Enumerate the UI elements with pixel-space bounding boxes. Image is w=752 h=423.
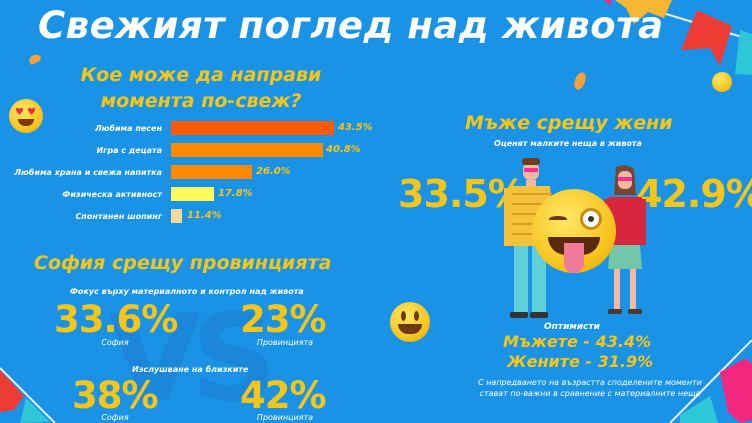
confetti-drop-icon — [27, 53, 43, 65]
page-title: Свежият поглед над живота — [38, 4, 664, 47]
sofia-section-title: София срещу провинцията — [34, 252, 332, 274]
bar-label: Любима храна и свежа напитка — [14, 168, 162, 177]
gender-subtitle: Оценят малките неща в живота — [494, 139, 642, 148]
bar-row: Любима храна и свежа напитка 26.0% — [0, 165, 380, 181]
bar-label: Спонтанен шопинг — [75, 212, 162, 221]
gender-section-title: Мъже срещу жени — [465, 112, 673, 134]
gender-note-line1: С напредването на възрастта споделените … — [478, 378, 702, 387]
bar-value: 43.5% — [338, 122, 373, 133]
women-optimists: Жените - 31.9% — [507, 352, 654, 371]
bar-value: 11.4% — [187, 210, 222, 221]
bar-label: Физическа активност — [62, 190, 162, 199]
bar — [171, 165, 252, 179]
gender-note-line2: стават по-важни в сравнение с материални… — [479, 389, 701, 398]
bar — [171, 121, 334, 135]
chart-title-line2: момента по-свеж? — [100, 90, 302, 112]
bar-row: Физическа активност 17.8% — [0, 187, 380, 203]
province-q1-value: 23% — [240, 298, 327, 341]
bar-label: Игра с децата — [96, 146, 162, 155]
heart-eyes-emoji-icon: ♥ ♥ — [9, 99, 43, 133]
province-q2-value: 42% — [240, 374, 327, 417]
women-value: 42.9% — [636, 172, 752, 216]
bar-value: 40.8% — [326, 144, 361, 155]
sofia-q2-label: Изслушване на близките — [132, 365, 249, 374]
optimists-label: Оптимисти — [544, 322, 600, 332]
men-optimists: Мъжете - 43.4% — [503, 332, 652, 351]
sofia-q1-value: 33.6% — [54, 298, 178, 341]
bunting-top-right-icon — [604, 0, 752, 75]
sofia-q1-label: Фокус върху материалното и контрол над ж… — [70, 287, 304, 296]
winking-tongue-emoji-icon — [532, 189, 616, 273]
province-q2-caption: Провинцията — [256, 413, 314, 422]
chart-title-line1: Кое може да направи — [80, 64, 322, 86]
province-q1-caption: Провинцията — [256, 338, 314, 347]
bar-value: 17.8% — [218, 188, 253, 199]
gender-note: С напредването на възрастта споделените … — [430, 377, 750, 399]
sofia-q1-caption: София — [101, 338, 129, 347]
bar-row: Игра с децата 40.8% — [0, 143, 380, 159]
bunting-bottom-right-icon — [669, 340, 752, 423]
bar-row: Любима песен 43.5% — [0, 121, 380, 137]
bar-row: Спонтанен шопинг 11.4% — [0, 209, 380, 225]
bar-value: 26.0% — [256, 166, 291, 177]
bar — [171, 143, 323, 157]
grinning-emoji-icon — [390, 302, 430, 342]
bar — [171, 187, 214, 201]
bar — [171, 209, 182, 223]
vs-watermark: VS — [108, 290, 277, 423]
sofia-q2-value: 38% — [72, 374, 159, 417]
chart-title: Кое може да направи момента по-свеж? — [66, 62, 336, 114]
bunting-bottom-left-icon — [0, 367, 56, 423]
smiling-emoji-icon — [712, 72, 732, 92]
sofia-q2-caption: София — [101, 413, 129, 422]
bar-label: Любима песен — [95, 124, 162, 133]
